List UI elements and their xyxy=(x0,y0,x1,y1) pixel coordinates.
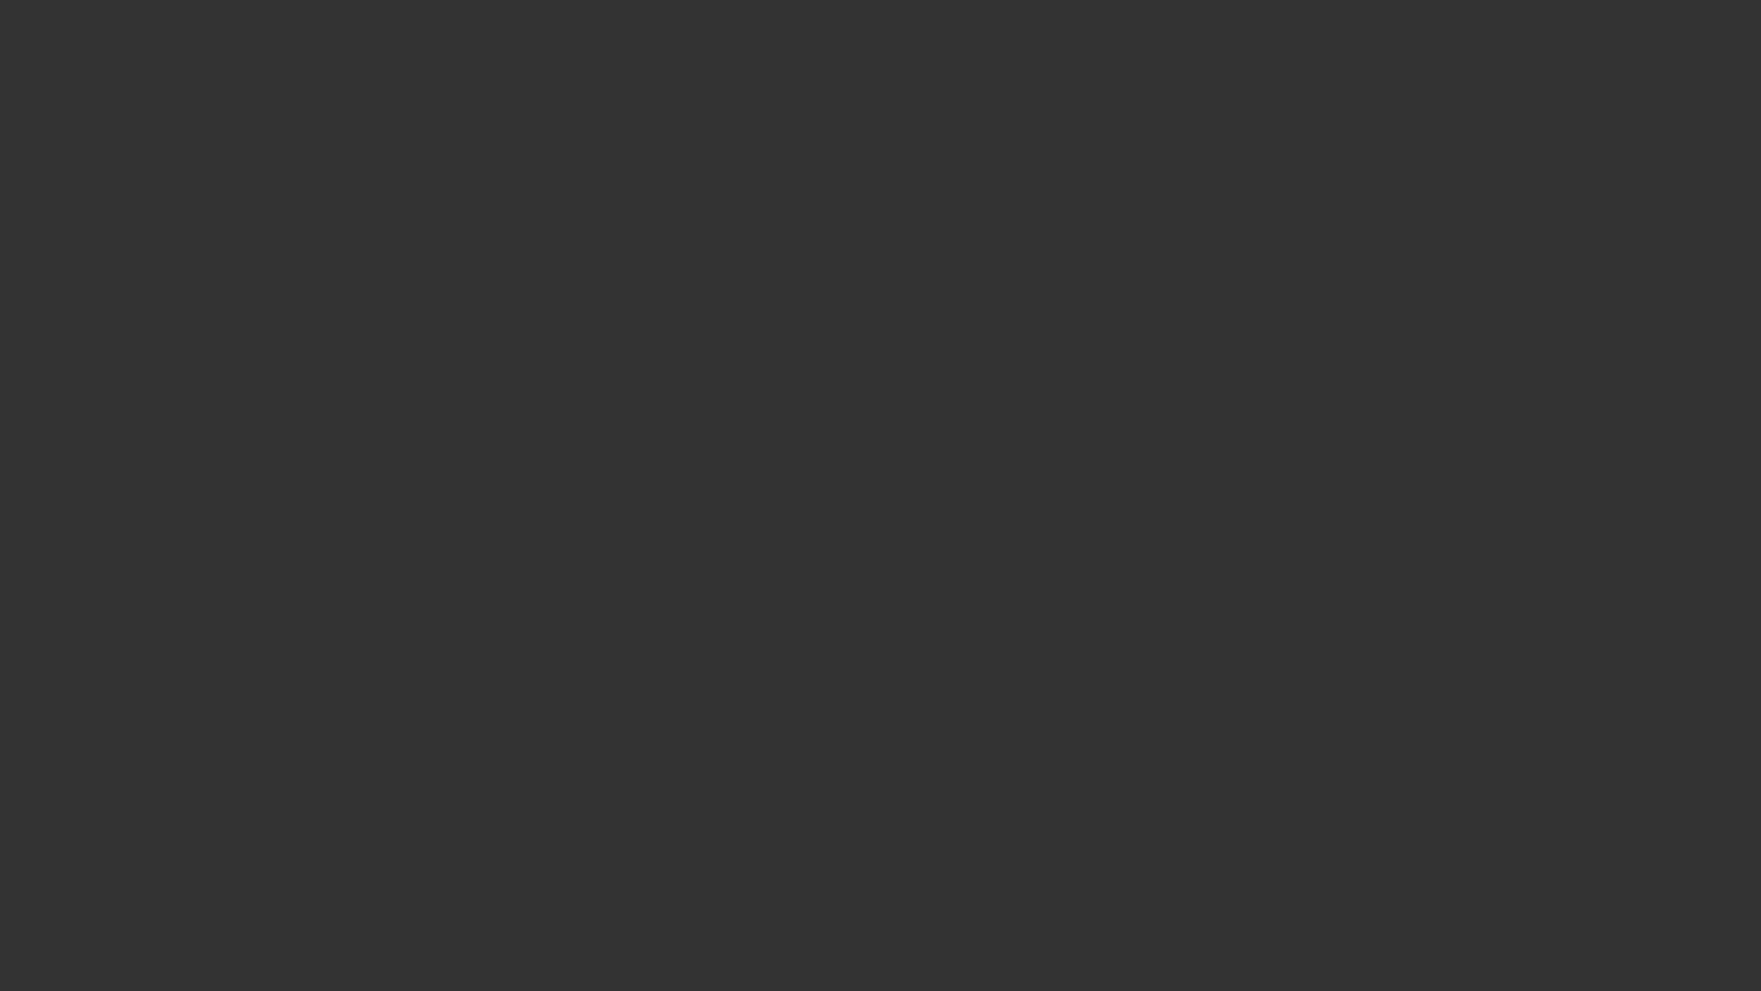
line-chart[interactable] xyxy=(960,30,1520,350)
bar-chart[interactable] xyxy=(0,485,980,991)
rose-pie-chart[interactable] xyxy=(1150,540,1570,991)
timeline[interactable] xyxy=(1660,25,1740,955)
